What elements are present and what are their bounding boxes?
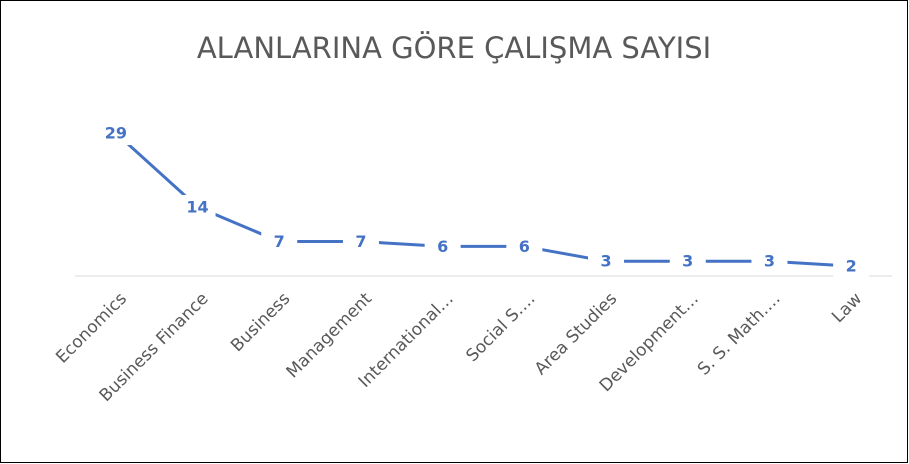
data-label-background [261, 229, 298, 254]
data-label-background [833, 254, 870, 279]
line-series [114, 131, 852, 268]
chart-title: ALANLARINA GÖRE ÇALIŞMA SAYISI [197, 31, 711, 65]
data-label: 3 [682, 252, 693, 271]
data-label-background [179, 194, 216, 219]
data-label-background [588, 249, 625, 274]
data-label: 6 [519, 237, 530, 256]
data-label: 7 [274, 232, 285, 251]
data-label: 7 [355, 232, 366, 251]
data-label: 29 [105, 124, 127, 143]
data-label: 3 [600, 252, 611, 271]
data-label: 3 [764, 252, 775, 271]
data-label-background [342, 229, 379, 254]
data-label-background [669, 249, 706, 274]
data-label-background [424, 234, 461, 259]
data-label: 6 [437, 237, 448, 256]
data-label: 2 [846, 257, 857, 276]
data-label-background [97, 121, 134, 145]
data-label-background [751, 249, 788, 274]
data-label: 14 [186, 197, 208, 216]
data-label-background [506, 234, 543, 259]
